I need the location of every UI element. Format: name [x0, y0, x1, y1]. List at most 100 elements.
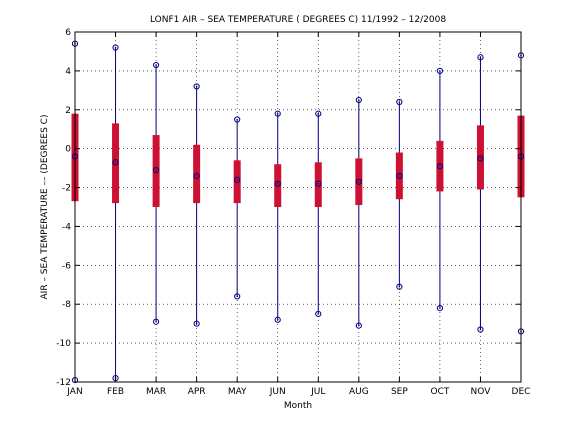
max-marker	[193, 83, 200, 90]
iqr-box	[193, 144, 201, 204]
box-group-apr	[193, 83, 201, 327]
min-marker	[193, 320, 200, 327]
y-tick-label: 6	[65, 28, 71, 38]
iqr-box	[112, 123, 120, 204]
y-axis-label: AIR – SEA TEMPERATURE –– (DEGREES C)	[40, 115, 50, 300]
box-group-nov	[476, 54, 484, 333]
min-marker-dot	[155, 320, 157, 323]
iqr-box	[152, 135, 160, 207]
box-group-feb	[112, 44, 120, 382]
y-tick-label: -6	[62, 261, 71, 271]
max-marker	[477, 54, 484, 61]
box-group-oct	[436, 67, 444, 312]
min-marker	[477, 326, 484, 333]
median-marker-dot	[114, 161, 117, 163]
max-marker-dot	[236, 118, 238, 121]
median-marker	[234, 176, 241, 183]
max-marker-dot	[155, 64, 157, 66]
y-tick-label: -8	[62, 300, 71, 310]
min-marker-dot	[358, 324, 360, 327]
median-marker	[315, 180, 322, 187]
median-marker-dot	[317, 182, 319, 185]
x-tick-label-sep: SEP	[391, 387, 408, 397]
max-marker	[396, 98, 403, 106]
max-marker	[315, 110, 322, 117]
max-marker	[355, 96, 362, 104]
max-marker	[436, 67, 444, 74]
min-marker-dot	[195, 322, 198, 325]
max-marker-dot	[439, 70, 441, 72]
x-tick-label-nov: NOV	[471, 387, 492, 397]
min-marker	[234, 293, 241, 300]
x-tick-label-may: MAY	[228, 387, 247, 397]
min-marker	[355, 322, 362, 329]
median-marker	[193, 172, 200, 179]
median-marker-dot	[358, 181, 360, 183]
max-marker-dot	[114, 46, 117, 49]
x-tick-label-jul: JUL	[310, 387, 325, 397]
median-marker	[477, 155, 484, 162]
median-marker	[152, 166, 160, 174]
median-marker	[355, 178, 362, 185]
min-marker-dot	[439, 307, 441, 309]
x-tick-label-apr: APR	[188, 387, 206, 397]
min-marker	[274, 316, 281, 323]
max-marker-dot	[398, 101, 401, 103]
x-tick-label-jan: JAN	[66, 387, 82, 397]
median-marker	[396, 172, 403, 179]
median-marker-dot	[195, 175, 198, 177]
x-tick-label-aug: AUG	[349, 387, 369, 397]
min-marker	[152, 318, 160, 325]
min-marker	[396, 283, 403, 290]
chart-title: LONF1 AIR – SEA TEMPERATURE ( DEGREES C)…	[150, 15, 446, 25]
x-tick-label-feb: FEB	[107, 387, 124, 397]
min-marker	[315, 310, 322, 318]
min-marker-dot	[479, 328, 482, 331]
iqr-box	[314, 162, 322, 207]
x-axis-label: Month	[284, 401, 312, 411]
max-marker-dot	[276, 112, 279, 115]
median-marker-dot	[398, 175, 401, 177]
x-tick-label-mar: MAR	[146, 387, 166, 397]
iqr-box	[233, 160, 241, 204]
max-marker	[152, 61, 160, 69]
max-marker	[112, 44, 119, 51]
y-tick-label: -12	[56, 378, 71, 388]
box-group-jun	[274, 110, 282, 323]
grid-layer	[75, 32, 521, 382]
box-group-aug	[355, 96, 363, 329]
iqr-box	[476, 125, 484, 190]
box-group-may	[233, 116, 241, 300]
min-marker-dot	[276, 318, 279, 321]
y-tick-label: 4	[65, 67, 71, 77]
max-marker-dot	[479, 56, 482, 59]
iqr-box	[274, 164, 282, 207]
median-marker	[274, 180, 281, 187]
y-tick-label: 0	[65, 145, 71, 155]
max-marker	[234, 116, 241, 123]
y-tick-label: -10	[56, 339, 71, 349]
min-marker-dot	[317, 313, 320, 315]
min-marker-dot	[398, 285, 401, 288]
median-marker-dot	[479, 157, 482, 160]
y-tick-label: -4	[62, 222, 71, 232]
median-marker	[112, 159, 119, 166]
median-marker	[436, 163, 444, 170]
min-marker	[436, 305, 444, 312]
box-group-jul	[314, 110, 322, 318]
min-marker-dot	[236, 295, 238, 298]
median-marker-dot	[439, 165, 441, 167]
x-tick-label-jun: JUN	[269, 387, 286, 397]
median-marker-dot	[236, 179, 238, 181]
plot-frame	[74, 31, 522, 383]
median-marker-dot	[277, 182, 279, 185]
y-tick-label: -2	[62, 184, 71, 194]
max-marker-dot	[358, 99, 360, 101]
x-tick-label-dec: DEC	[512, 387, 531, 397]
tick-layer: -12 -10 -8 -6 -4 -2 0 2 4 6 JAN FEB MAR APR MAY JUN JUL A…	[56, 28, 530, 397]
max-marker	[274, 110, 281, 117]
max-marker-dot	[195, 85, 198, 88]
marks-layer	[71, 40, 525, 384]
x-tick-label-oct: OCT	[430, 387, 449, 397]
